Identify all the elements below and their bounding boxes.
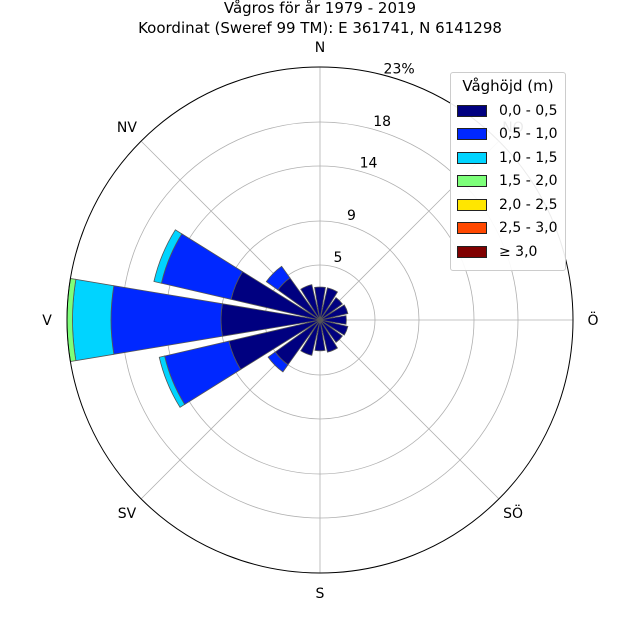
legend-item: 2,0 - 2,5 (457, 193, 559, 217)
chart-subtitle: Koordinat (Sweref 99 TM): E 361741, N 61… (138, 19, 502, 37)
rose-bar-segment (158, 355, 186, 408)
legend-label: 0,0 - 0,5 (499, 102, 558, 119)
rose-bar-segment (319, 287, 339, 321)
radial-tick-label: 18 (373, 114, 391, 130)
legend-swatch (457, 104, 487, 117)
legend-swatch (457, 151, 487, 164)
radial-tick-label: 9 (347, 208, 356, 224)
rose-bar-segment (265, 265, 291, 291)
direction-label: V (42, 313, 52, 329)
direction-label: S (316, 586, 325, 602)
radial-tick-label: 23% (384, 62, 415, 78)
legend-title: Våghöjd (m) (462, 77, 554, 95)
rose-bar-segment (319, 297, 343, 321)
legend-swatch (457, 198, 487, 211)
legend-label: 1,0 - 1,5 (499, 149, 558, 166)
rose-bar-segment (153, 229, 183, 284)
rose-bar-segment (319, 304, 349, 321)
radial-tick-label: 5 (333, 250, 342, 266)
chart-title: Vågros för år 1979 - 2019 (223, 0, 417, 17)
rose-bar-segment (319, 315, 347, 325)
rose-bar-segment (300, 284, 321, 321)
legend: Våghöjd (m) 0,0 - 0,5 0,5 - 1,0 1,0 - 1,5 1… (450, 72, 566, 271)
direction-gridline (319, 319, 500, 500)
legend-swatch (457, 222, 487, 235)
legend-label: 2,5 - 3,0 (499, 220, 558, 237)
legend-label: 0,5 - 1,0 (499, 126, 558, 143)
direction-label: Ö (587, 311, 598, 329)
rose-bar-segment (300, 319, 321, 356)
direction-label: SÖ (503, 504, 523, 522)
legend-swatch (457, 245, 487, 258)
legend-item: 1,0 - 1,5 (457, 146, 559, 170)
rose-bar-segment (319, 319, 349, 336)
legend-label: 1,5 - 2,0 (499, 173, 558, 190)
rose-bar-segment (110, 285, 223, 355)
legend-item: 0,5 - 1,0 (457, 123, 559, 147)
rose-bar-segment (314, 286, 326, 321)
legend-item: ≥ 3,0 (457, 240, 559, 264)
direction-label: NV (117, 120, 137, 136)
rose-bar-segment (319, 319, 339, 353)
outer-frame (66, 66, 574, 574)
legend-item: 1,5 - 2,0 (457, 170, 559, 194)
direction-label: N (315, 40, 325, 56)
radial-tick-label: 14 (360, 156, 378, 172)
legend-label: ≥ 3,0 (499, 243, 538, 260)
wave-rose-bars (66, 229, 349, 408)
legend-label: 2,0 - 2,5 (499, 196, 558, 213)
legend-item: 0,0 - 0,5 (457, 99, 559, 123)
rose-bar-segment (314, 319, 326, 352)
legend-swatch (457, 175, 487, 188)
direction-label: SV (118, 506, 137, 522)
rose-bar-segment (72, 278, 115, 362)
rose-bar-segment (267, 351, 289, 373)
rose-bar-segment (319, 319, 343, 343)
legend-item: 2,5 - 3,0 (457, 217, 559, 241)
legend-swatch (457, 128, 487, 141)
